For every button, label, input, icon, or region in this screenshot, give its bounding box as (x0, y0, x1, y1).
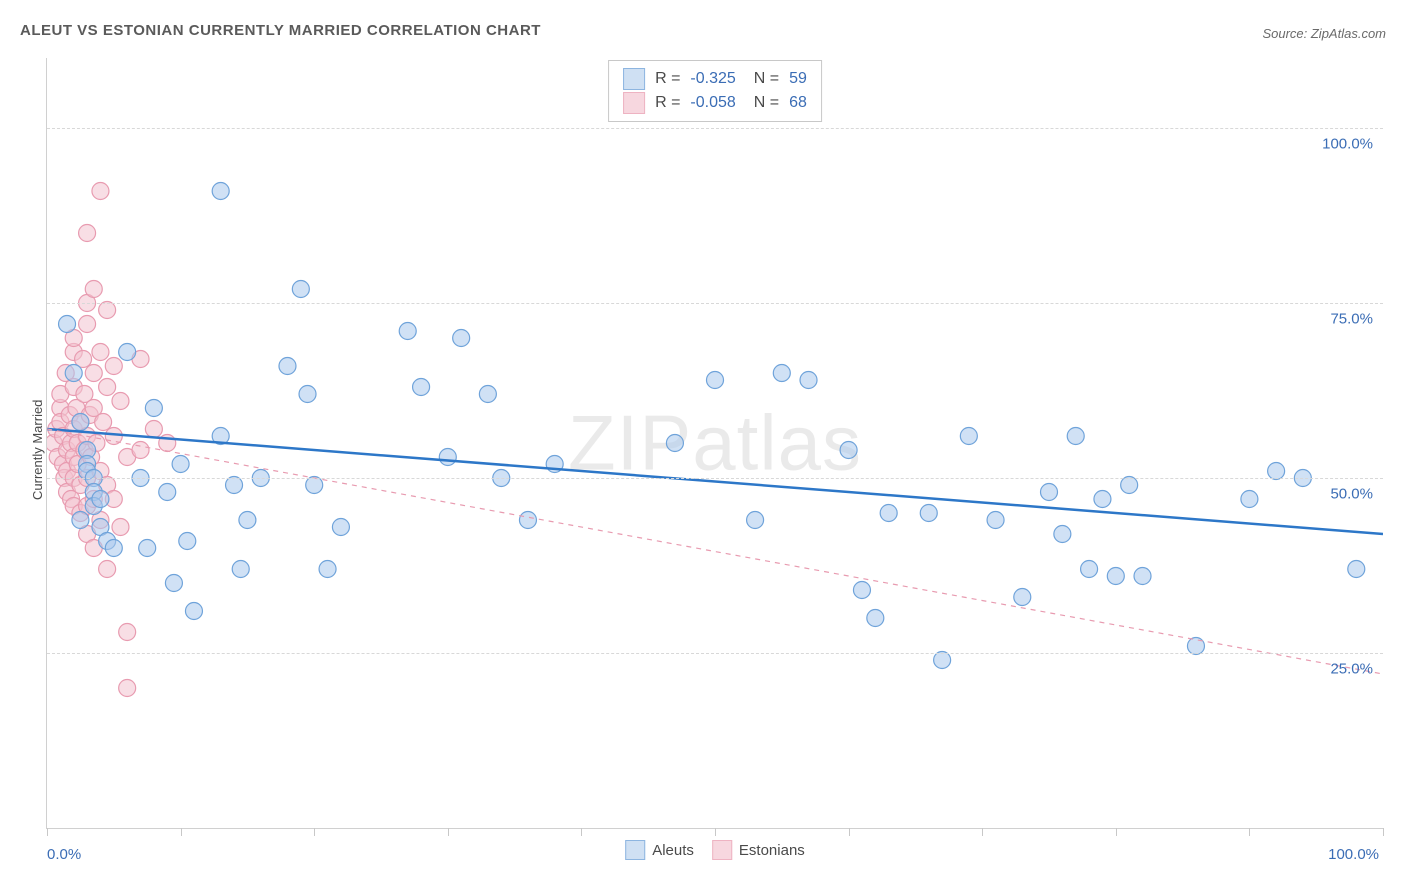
y-tick-label: 25.0% (1330, 661, 1373, 678)
x-tick (715, 828, 716, 836)
x-tick (849, 828, 850, 836)
y-tick-label: 100.0% (1322, 136, 1373, 153)
y-axis-label: Currently Married (30, 400, 45, 500)
source-label: Source: ZipAtlas.com (1262, 26, 1386, 41)
legend-label-estonians: Estonians (739, 842, 805, 859)
plot-area: ZIPatlas R = -0.325 N = 59 R = -0.058 N … (46, 58, 1383, 829)
stats-n-label: N = (754, 91, 779, 115)
stats-r-aleuts: -0.325 (690, 67, 735, 91)
stats-legend-box: R = -0.325 N = 59 R = -0.058 N = 68 (608, 60, 822, 122)
legend-item-estonians: Estonians (712, 840, 805, 860)
watermark: ZIPatlas (568, 398, 862, 489)
stats-row-estonians: R = -0.058 N = 68 (623, 91, 807, 115)
x-tick (181, 828, 182, 836)
gridline (47, 128, 1383, 129)
x-tick (314, 828, 315, 836)
legend-label-aleuts: Aleuts (652, 842, 694, 859)
legend-swatch-aleuts (625, 840, 645, 860)
x-tick-label: 100.0% (1328, 846, 1379, 863)
x-tick (448, 828, 449, 836)
x-tick-label: 0.0% (47, 846, 81, 863)
x-tick (581, 828, 582, 836)
legend-item-aleuts: Aleuts (625, 840, 694, 860)
stats-n-aleuts: 59 (789, 67, 807, 91)
stats-row-aleuts: R = -0.325 N = 59 (623, 67, 807, 91)
chart-title: ALEUT VS ESTONIAN CURRENTLY MARRIED CORR… (20, 22, 541, 39)
legend-swatch-estonians (712, 840, 732, 860)
x-tick (982, 828, 983, 836)
y-tick-label: 75.0% (1330, 311, 1373, 328)
gridline (47, 478, 1383, 479)
stats-r-label: R = (655, 67, 680, 91)
chart-svg (47, 58, 1383, 828)
x-tick (1249, 828, 1250, 836)
y-tick-label: 50.0% (1330, 486, 1373, 503)
stats-r-estonians: -0.058 (690, 91, 735, 115)
stats-n-estonians: 68 (789, 91, 807, 115)
x-tick (1116, 828, 1117, 836)
stats-n-label: N = (754, 67, 779, 91)
gridline (47, 653, 1383, 654)
gridline (47, 303, 1383, 304)
legend-bottom: Aleuts Estonians (625, 840, 805, 860)
x-tick (47, 828, 48, 836)
x-tick (1383, 828, 1384, 836)
stats-swatch-aleuts (623, 68, 645, 90)
stats-r-label: R = (655, 91, 680, 115)
stats-swatch-estonians (623, 92, 645, 114)
